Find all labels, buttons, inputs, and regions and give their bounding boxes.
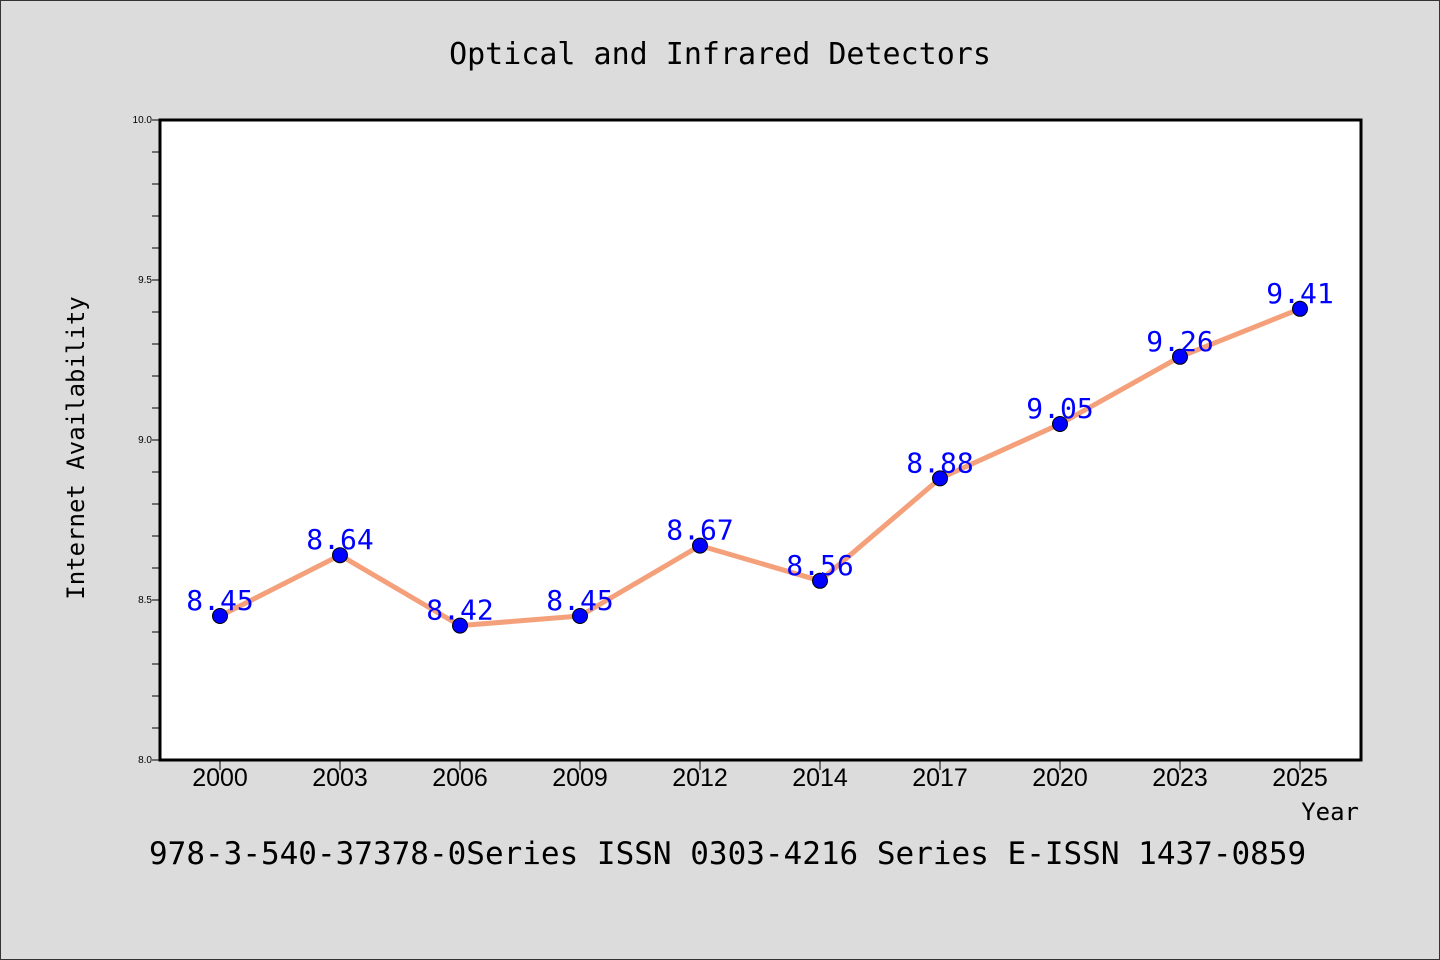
data-label: 8.56 (786, 549, 853, 582)
data-point (572, 608, 588, 624)
x-tick-label: 2025 (1272, 764, 1328, 792)
data-label: 8.45 (186, 584, 253, 617)
chart-title: Optical and Infrared Detectors (449, 37, 991, 72)
data-point (1052, 416, 1068, 432)
y-tick-label: 8.5 (138, 595, 152, 606)
data-label: 9.05 (1026, 392, 1093, 425)
x-axis-label: Year (1301, 798, 1359, 826)
x-axis: 2000 2003 2006 2009 2012 2014 2017 2020 2023 2025 (192, 760, 1328, 792)
y-axis: 8.0 8.5 9.0 9.5 10.0 (133, 115, 160, 766)
data-labels: 8.45 8.64 8.42 8.45 8.67 8.56 8.88 9.05 9.26 9.41 (186, 277, 1333, 627)
data-point (212, 608, 228, 624)
data-point (1172, 348, 1188, 365)
data-label: 8.67 (666, 514, 733, 547)
data-label: 9.26 (1146, 325, 1213, 358)
data-label: 8.42 (426, 594, 493, 627)
data-point (932, 470, 948, 487)
y-tick-label: 9.0 (138, 435, 152, 446)
x-tick-label: 2020 (1032, 764, 1088, 792)
y-axis-label: Internet Availability (62, 296, 90, 599)
series-markers (212, 300, 1308, 634)
y-tick-label: 9.5 (138, 275, 152, 286)
x-tick-label: 2000 (192, 764, 248, 792)
data-label: 9.41 (1266, 277, 1333, 310)
x-tick-label: 2006 (432, 764, 488, 792)
x-tick-label: 2017 (912, 764, 968, 792)
data-point (1292, 300, 1308, 317)
x-tick-label: 2023 (1152, 764, 1208, 792)
x-tick-label: 2003 (312, 764, 368, 792)
data-point (692, 537, 708, 554)
data-label: 8.64 (306, 523, 373, 556)
data-point (452, 617, 468, 634)
data-label: 8.45 (546, 584, 613, 617)
footer-isbn-text: 978-3-540-37378-0Series ISSN 0303-4216 S… (149, 836, 1306, 872)
x-tick-label: 2009 (552, 764, 608, 792)
x-tick-label: 2012 (672, 764, 728, 792)
data-point (812, 572, 828, 589)
plot-area (158, 118, 1363, 762)
data-point (332, 547, 348, 564)
data-label: 8.88 (906, 446, 973, 479)
y-tick-label: 8.0 (138, 755, 152, 766)
y-tick-label: 10.0 (133, 115, 153, 126)
series-line (218, 306, 1301, 629)
x-tick-label: 2014 (792, 764, 848, 792)
